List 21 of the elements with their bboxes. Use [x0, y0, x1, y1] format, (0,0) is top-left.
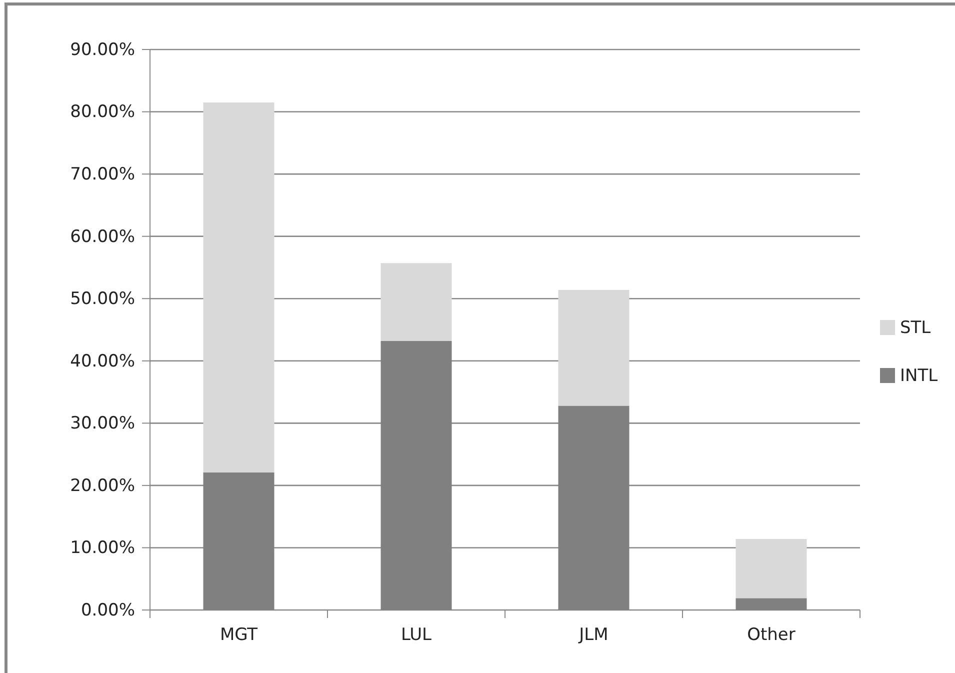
y-tick-label: 40.00% — [70, 351, 135, 372]
y-tick-label: 70.00% — [70, 164, 135, 184]
legend-label: INTL — [900, 366, 938, 386]
y-tick-label: 10.00% — [70, 538, 135, 558]
y-tick-label: 20.00% — [70, 476, 135, 496]
y-tick-label: 0.00% — [80, 600, 135, 620]
bar — [736, 539, 807, 598]
y-tick-label: 30.00% — [70, 414, 135, 434]
legend-label: STL — [900, 318, 932, 338]
y-tick-label: 50.00% — [70, 289, 135, 310]
y-tick-label: 90.00% — [70, 40, 135, 60]
x-tick-label: MGT — [220, 625, 258, 646]
x-tick-label: Other — [747, 625, 796, 646]
y-tick-label: 60.00% — [70, 226, 135, 247]
bar — [203, 102, 274, 472]
bar — [380, 263, 452, 341]
x-tick-label: JLM — [578, 625, 608, 646]
x-tick-label: LUL — [400, 625, 432, 646]
bar — [558, 290, 630, 406]
y-tick-label: 80.00% — [70, 102, 135, 122]
bar — [736, 598, 807, 610]
